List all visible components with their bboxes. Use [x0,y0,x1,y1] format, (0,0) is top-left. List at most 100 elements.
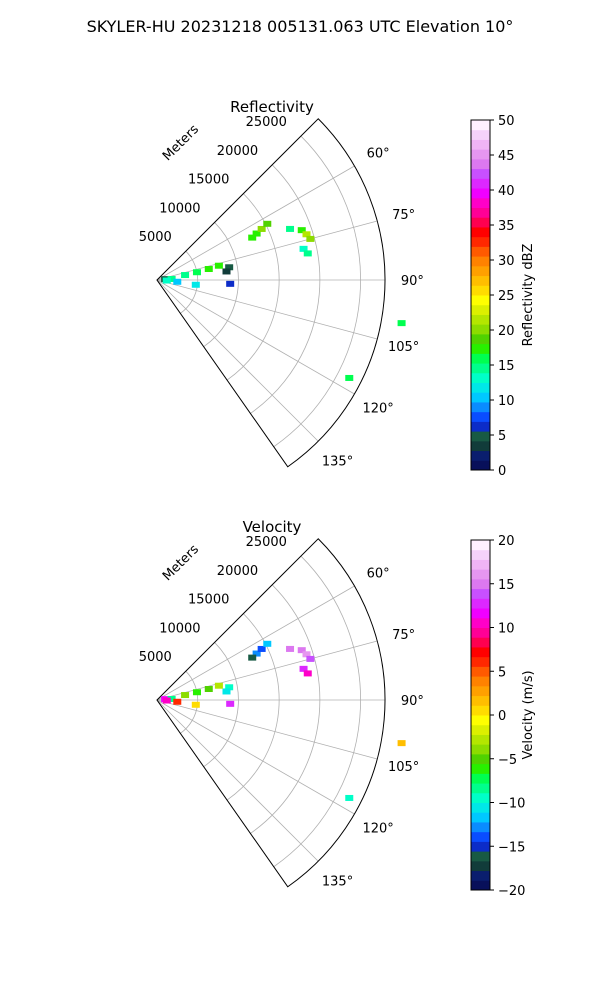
colorbar-band [471,139,490,150]
colorbar-band [471,812,490,823]
colorbar-band [471,540,490,551]
colorbar-band [471,314,490,325]
colorbar-band [471,646,490,658]
azimuth-spoke [156,279,355,395]
panel-title: Velocity [243,518,302,536]
echo-cell [299,665,308,672]
azimuth-spoke [156,640,378,701]
azimuth-tick-label: 135° [322,455,353,470]
colorbar-band [471,588,490,599]
colorbar-band [471,783,490,794]
colorbar-band [471,158,490,170]
echo-cell [222,688,231,695]
colorbar-band [471,363,490,374]
colorbar-band [471,802,490,813]
azimuth-spoke [156,585,355,701]
echo-cell [263,220,272,227]
colorbar-band [471,666,490,677]
colorbar-band [471,392,490,403]
echo-cell [248,234,257,241]
echo-cell [173,278,182,285]
azimuth-spoke [156,279,378,340]
colorbar-band [471,246,490,257]
colorbar-band [471,450,490,461]
colorbar-tick-label: 50 [498,114,515,129]
colorbar-band [471,831,490,842]
colorbar-band [471,188,490,199]
range-ring [273,135,361,448]
colorbar-tick-label: 5 [498,429,506,444]
colorbar-band [471,149,490,160]
colorbar-band [471,304,490,315]
colorbar-band [471,676,490,687]
colorbar-band [471,715,490,726]
echo-cell [167,275,176,282]
plot-frame [156,538,386,888]
colorbar-band [471,617,490,628]
azimuth-tick-label: 75° [392,208,415,223]
range-tick-label: 25000 [246,115,287,130]
colorbar-band [471,226,490,238]
range-ring [203,642,239,768]
azimuth-tick-label: 60° [367,566,390,581]
range-ring [203,222,239,348]
range-tick-label: 15000 [188,173,229,188]
range-tick-label: 25000 [246,535,287,550]
echo-cell [303,250,312,257]
colorbar-band [471,821,490,833]
echo-cell [286,645,295,652]
azimuth-spoke [156,699,355,815]
colorbar-band [471,236,490,247]
colorbar-band [471,549,490,560]
echo-cell [263,640,272,647]
echo-cell [345,794,354,801]
colorbar-band [471,275,490,286]
echo-cell [302,651,311,658]
colorbar-band [471,792,490,803]
colorbar-band [471,295,490,306]
colorbar-band [471,656,490,667]
colorbar-tick-label: −15 [498,840,525,855]
colorbar-band [471,207,490,218]
colorbar-band [471,705,490,716]
reflectivity-panel: Reflectivity 5000 10000 15000 20000 25000 60° 7… [139,98,536,479]
colorbar-band [471,724,490,735]
range-axis-label: Meters [160,122,202,164]
range-tick-label: 10000 [159,201,200,216]
colorbar-tick-label: 20 [498,324,515,339]
echo-cell [192,269,201,276]
colorbar-band [471,763,490,774]
colorbar-band [471,411,490,422]
azimuth-tick-label: 60° [367,146,390,161]
echo-cell [303,670,312,677]
colorbar-tick-label: −10 [498,797,525,812]
azimuth-tick-label: 105° [388,340,419,355]
range-tick-label: 15000 [188,593,229,608]
colorbar-band [471,460,490,471]
azimuth-tick-label: 90° [401,274,424,289]
echo-cell [225,264,234,271]
colorbar-band [471,217,490,228]
echo-cell [306,235,315,242]
echo-cell [192,689,201,696]
range-ring [250,164,321,414]
velocity-panel: Velocity 5000 10000 15000 20000 25000 60° 75° 90… [139,518,536,899]
azimuth-tick-label: 120° [362,822,393,837]
colorbar-band [471,559,490,570]
range-ring [273,555,361,868]
colorbar-tick-label: 0 [498,709,506,724]
colorbar-tick-label: 5 [498,665,506,680]
colorbar-band [471,421,490,432]
echo-cell [286,225,295,232]
colorbar-band [471,324,490,335]
echo-cell [173,698,182,705]
echo-cell [257,645,266,652]
echo-cell [397,320,406,327]
echo-cell [252,650,261,657]
colorbar-band [471,860,490,872]
colorbar-tick-label: 15 [498,359,515,374]
panel-title: Reflectivity [230,98,314,116]
colorbar-band [471,343,490,354]
figure-suptitle: SKYLER-HU 20231218 005131.063 UTC Elevat… [87,17,514,36]
